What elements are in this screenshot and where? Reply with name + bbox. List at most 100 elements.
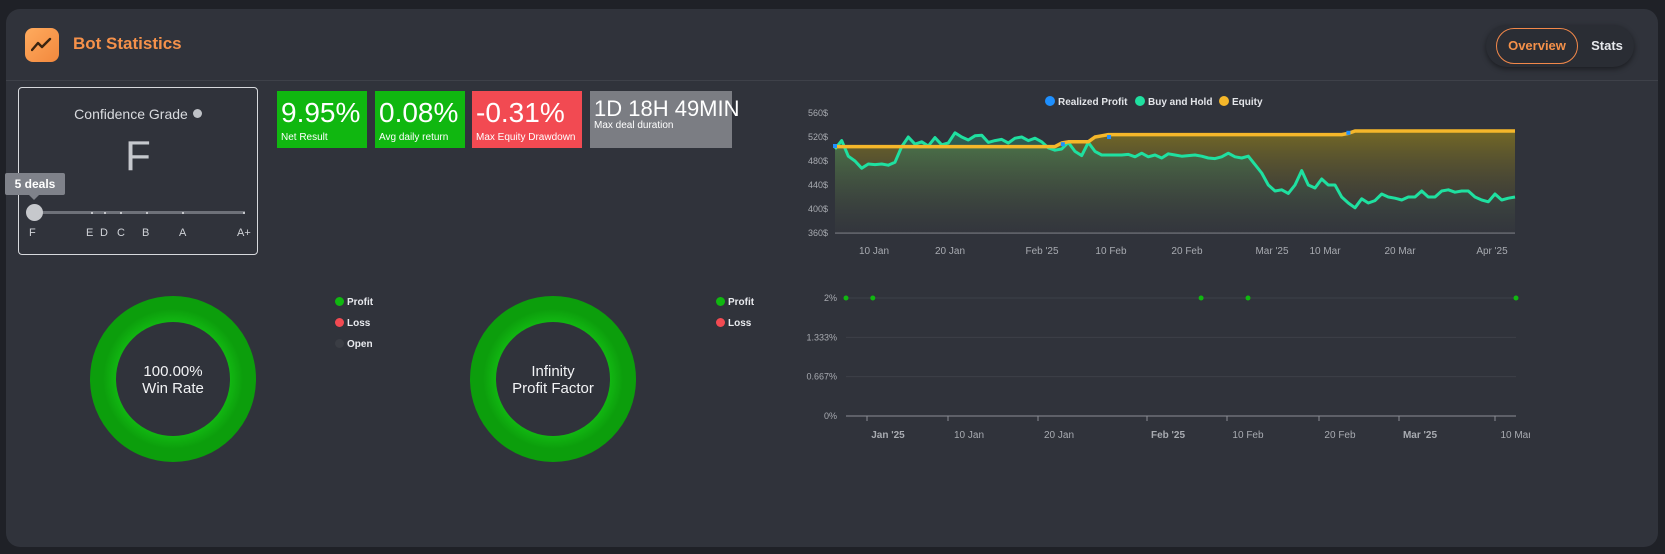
avg-daily-return-tile: 0.08% Avg daily return	[375, 91, 465, 148]
y-tick-label: 0.667%	[806, 372, 837, 382]
grade-slider-track	[33, 211, 245, 214]
page-title: Bot Statistics	[73, 34, 182, 53]
pf-legend-item-loss[interactable]: Loss	[716, 318, 751, 329]
x-tick-label: Mar '25	[1403, 430, 1438, 441]
legend-dot	[716, 297, 725, 306]
win-rate-label: Win Rate	[142, 380, 204, 397]
x-tick-label: Feb '25	[1025, 246, 1058, 257]
deals-scatter-chart: 2% 1.333% 0.667% 0% Jan '25 10 Jan 20 Jan Feb '…	[806, 293, 1530, 441]
net-result-label: Net Result	[281, 132, 328, 143]
pf-legend-item-profit[interactable]: Profit	[716, 297, 754, 308]
buy-and-hold-area	[835, 132, 1515, 233]
legend-dot	[335, 318, 344, 327]
legend-item-loss[interactable]: Loss	[335, 318, 370, 329]
y-tick-label: 1.333%	[806, 332, 837, 342]
legend-dot-buy-and-hold	[1135, 96, 1145, 106]
realized-profit-point	[1107, 135, 1112, 139]
confidence-grade-panel: Confidence Grade F 5 deals F E D C B A A…	[5, 87, 258, 255]
profit-factor-label: Profit Factor	[512, 380, 594, 397]
net-result-tile: 9.95% Net Result	[277, 91, 367, 148]
net-result-value: 9.95%	[281, 97, 361, 128]
confidence-grade-label: Confidence Grade	[74, 106, 188, 122]
win-rate-profit-slice[interactable]	[90, 296, 256, 462]
legend-dot-equity	[1219, 96, 1229, 106]
x-tick-label: Jan '25	[871, 430, 905, 441]
equity-line-chart: Realized Profit Buy and Hold Equity 560$ 520…	[808, 96, 1516, 257]
profit-deal-point	[870, 295, 876, 301]
grade-label-e: E	[86, 227, 94, 239]
max-deal-duration-label: Max deal duration	[594, 120, 674, 131]
max-drawdown-label: Max Equity Drawdown	[476, 132, 576, 143]
legend-item-profit[interactable]: Profit	[335, 297, 373, 308]
x-tick-label: 10 Feb	[1095, 246, 1127, 257]
grade-slider-handle[interactable]	[26, 204, 43, 221]
tab-overview[interactable]: Overview	[1496, 28, 1578, 64]
realized-profit-point	[1346, 130, 1351, 135]
win-rate-value: 100.00%	[143, 363, 203, 380]
profit-factor-donut: Infinity Profit Factor	[470, 296, 636, 462]
buy-and-hold-line	[833, 131, 1516, 210]
x-tick-label: 10 Mar	[1500, 430, 1530, 441]
profit-factor-profit-slice[interactable]	[470, 296, 636, 462]
slider-tick	[243, 212, 245, 214]
avg-daily-return-label: Avg daily return	[379, 132, 449, 143]
y-tick-label: 520$	[808, 132, 828, 142]
legend-label: Loss	[728, 318, 752, 329]
win-rate-donut-chart	[90, 296, 256, 462]
info-icon[interactable]	[192, 109, 202, 118]
grade-value: F	[125, 132, 151, 179]
realized-profit-point	[833, 144, 837, 148]
x-tick-label: 10 Feb	[1232, 430, 1264, 441]
y-tick-label: 0%	[824, 411, 837, 421]
profit-deal-point	[1245, 295, 1251, 301]
grade-label-d: D	[100, 227, 108, 239]
legend-label: Open	[347, 339, 373, 350]
x-tick-label: 10 Jan	[954, 430, 984, 441]
slider-tick	[91, 212, 93, 214]
avg-daily-return-value: 0.08%	[379, 97, 459, 128]
legend-label: Loss	[347, 318, 371, 329]
slider-tick	[120, 212, 122, 214]
profit-deal-point	[843, 295, 849, 301]
legend-dot-realized-profit	[1045, 96, 1055, 106]
deals-tooltip: 5 deals	[5, 173, 65, 200]
legend-label: Profit	[347, 297, 374, 308]
max-drawdown-tile: -0.31% Max Equity Drawdown	[472, 91, 582, 148]
grade-label-a-plus: A+	[237, 227, 251, 239]
legend-item-open[interactable]: Open	[335, 339, 373, 350]
tab-stats[interactable]: Stats	[1591, 38, 1623, 53]
legend-label: Realized Profit	[1058, 97, 1128, 108]
profit-deal-point	[1198, 295, 1204, 301]
profit-deal-point	[1513, 295, 1519, 301]
y-tick-label: 480$	[808, 156, 828, 166]
y-tick-label: 360$	[808, 228, 828, 238]
y-tick-label: 560$	[808, 108, 828, 118]
legend-dot	[335, 339, 344, 348]
x-tick-label: Apr '25	[1476, 246, 1508, 257]
max-deal-duration-value: 1D 18H 49MIN	[594, 96, 740, 121]
realized-profit-point	[1060, 142, 1065, 147]
profit-factor-value: Infinity	[531, 363, 575, 380]
y-tick-label: 400$	[808, 204, 828, 214]
confidence-grade-title: Confidence Grade	[19, 106, 257, 122]
x-tick-label: 20 Jan	[1044, 430, 1074, 441]
slider-tick	[104, 212, 106, 214]
legend-dot	[716, 318, 725, 327]
y-tick-label: 2%	[824, 293, 837, 303]
equity-line	[835, 129, 1515, 149]
slider-tick	[182, 212, 184, 214]
grade-label-f: F	[29, 227, 36, 239]
win-rate-donut: 100.00% Win Rate	[90, 296, 256, 462]
x-tick-label: Feb '25	[1151, 430, 1185, 441]
x-tick-label: 20 Jan	[935, 246, 965, 257]
trend-chart-icon	[25, 28, 59, 62]
max-drawdown-value: -0.31%	[476, 97, 565, 128]
grade-label-a: A	[179, 227, 187, 239]
x-tick-label: 20 Mar	[1384, 246, 1416, 257]
x-tick-label: 10 Mar	[1309, 246, 1341, 257]
card-header: Bot Statistics Overview Stats	[6, 9, 1658, 81]
y-tick-label: 440$	[808, 180, 828, 190]
legend-label: Equity	[1232, 97, 1263, 108]
profit-factor-donut-chart	[470, 296, 636, 462]
grade-label-c: C	[117, 227, 125, 239]
